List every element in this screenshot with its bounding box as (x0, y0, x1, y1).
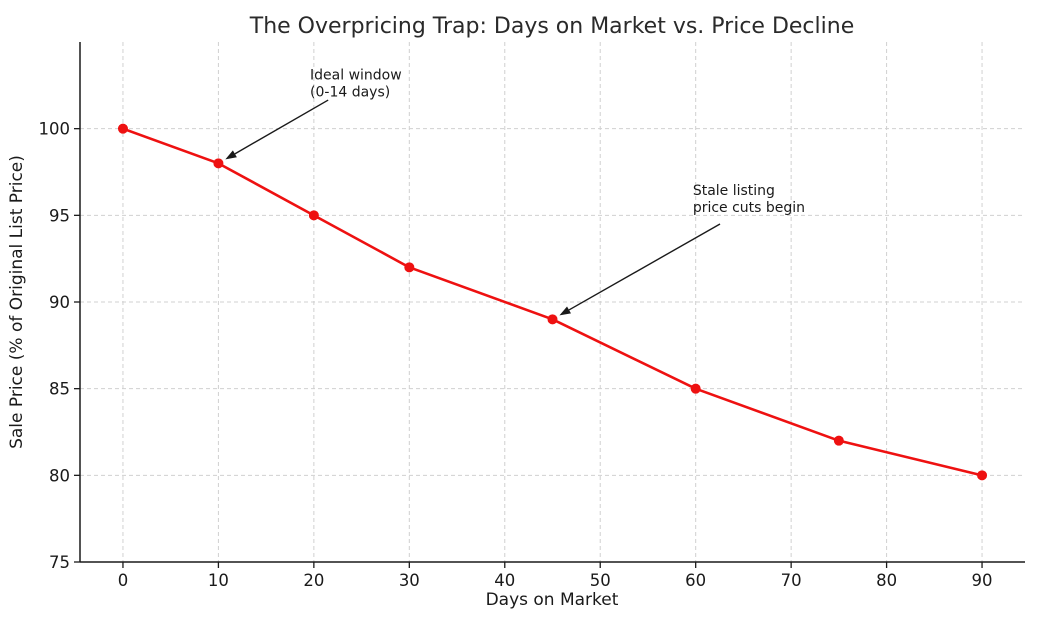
data-point-marker (404, 262, 415, 273)
annotation-arrowhead (559, 306, 571, 316)
data-point-marker (308, 210, 319, 221)
x-tick-label: 10 (208, 571, 229, 590)
x-tick-label: 30 (399, 571, 420, 590)
price-decline-series (117, 123, 988, 481)
x-tick-label: 0 (118, 571, 129, 590)
data-point-marker (117, 123, 128, 134)
y-tick-label: 80 (49, 466, 70, 485)
y-tick-label: 85 (49, 380, 70, 399)
y-axis-label: Sale Price (% of Original List Price) (7, 155, 27, 449)
y-tick-label: 100 (39, 120, 71, 139)
x-tick-label: 50 (590, 571, 611, 590)
annotation-text: Stale listing price cuts begin (693, 183, 805, 216)
annotation-text: Ideal window (0-14 days) (310, 67, 402, 100)
gridlines (80, 42, 1025, 563)
annotation-arrow-line (568, 223, 721, 311)
x-tick-label: 80 (876, 571, 897, 590)
y-tick-label: 90 (49, 293, 70, 312)
y-tick-label: 75 (49, 553, 70, 572)
annotation-arrowhead (225, 150, 237, 160)
x-tick-label: 90 (972, 571, 993, 590)
data-point-marker (213, 158, 224, 169)
data-point-marker (690, 383, 701, 394)
data-point-marker (977, 470, 988, 481)
annotation-arrow-line (234, 99, 329, 155)
data-point-marker (547, 314, 558, 325)
axes: 0 10 20 30 40 50 60 70 80 90 75 80 85 90 95 100 (39, 42, 1025, 590)
data-point-marker (833, 435, 844, 446)
chart-title: The Overpricing Trap: Days on Market vs.… (249, 14, 854, 39)
x-axis-label: Days on Market (486, 590, 619, 610)
annotations: Ideal window (0-14 days) Stale listing pric… (225, 67, 805, 316)
x-tick-label: 40 (494, 571, 515, 590)
x-tick-label: 60 (685, 571, 706, 590)
x-tick-label: 20 (303, 571, 324, 590)
x-tick-label: 70 (781, 571, 802, 590)
y-tick-label: 95 (49, 206, 70, 225)
price-line (121, 127, 984, 477)
